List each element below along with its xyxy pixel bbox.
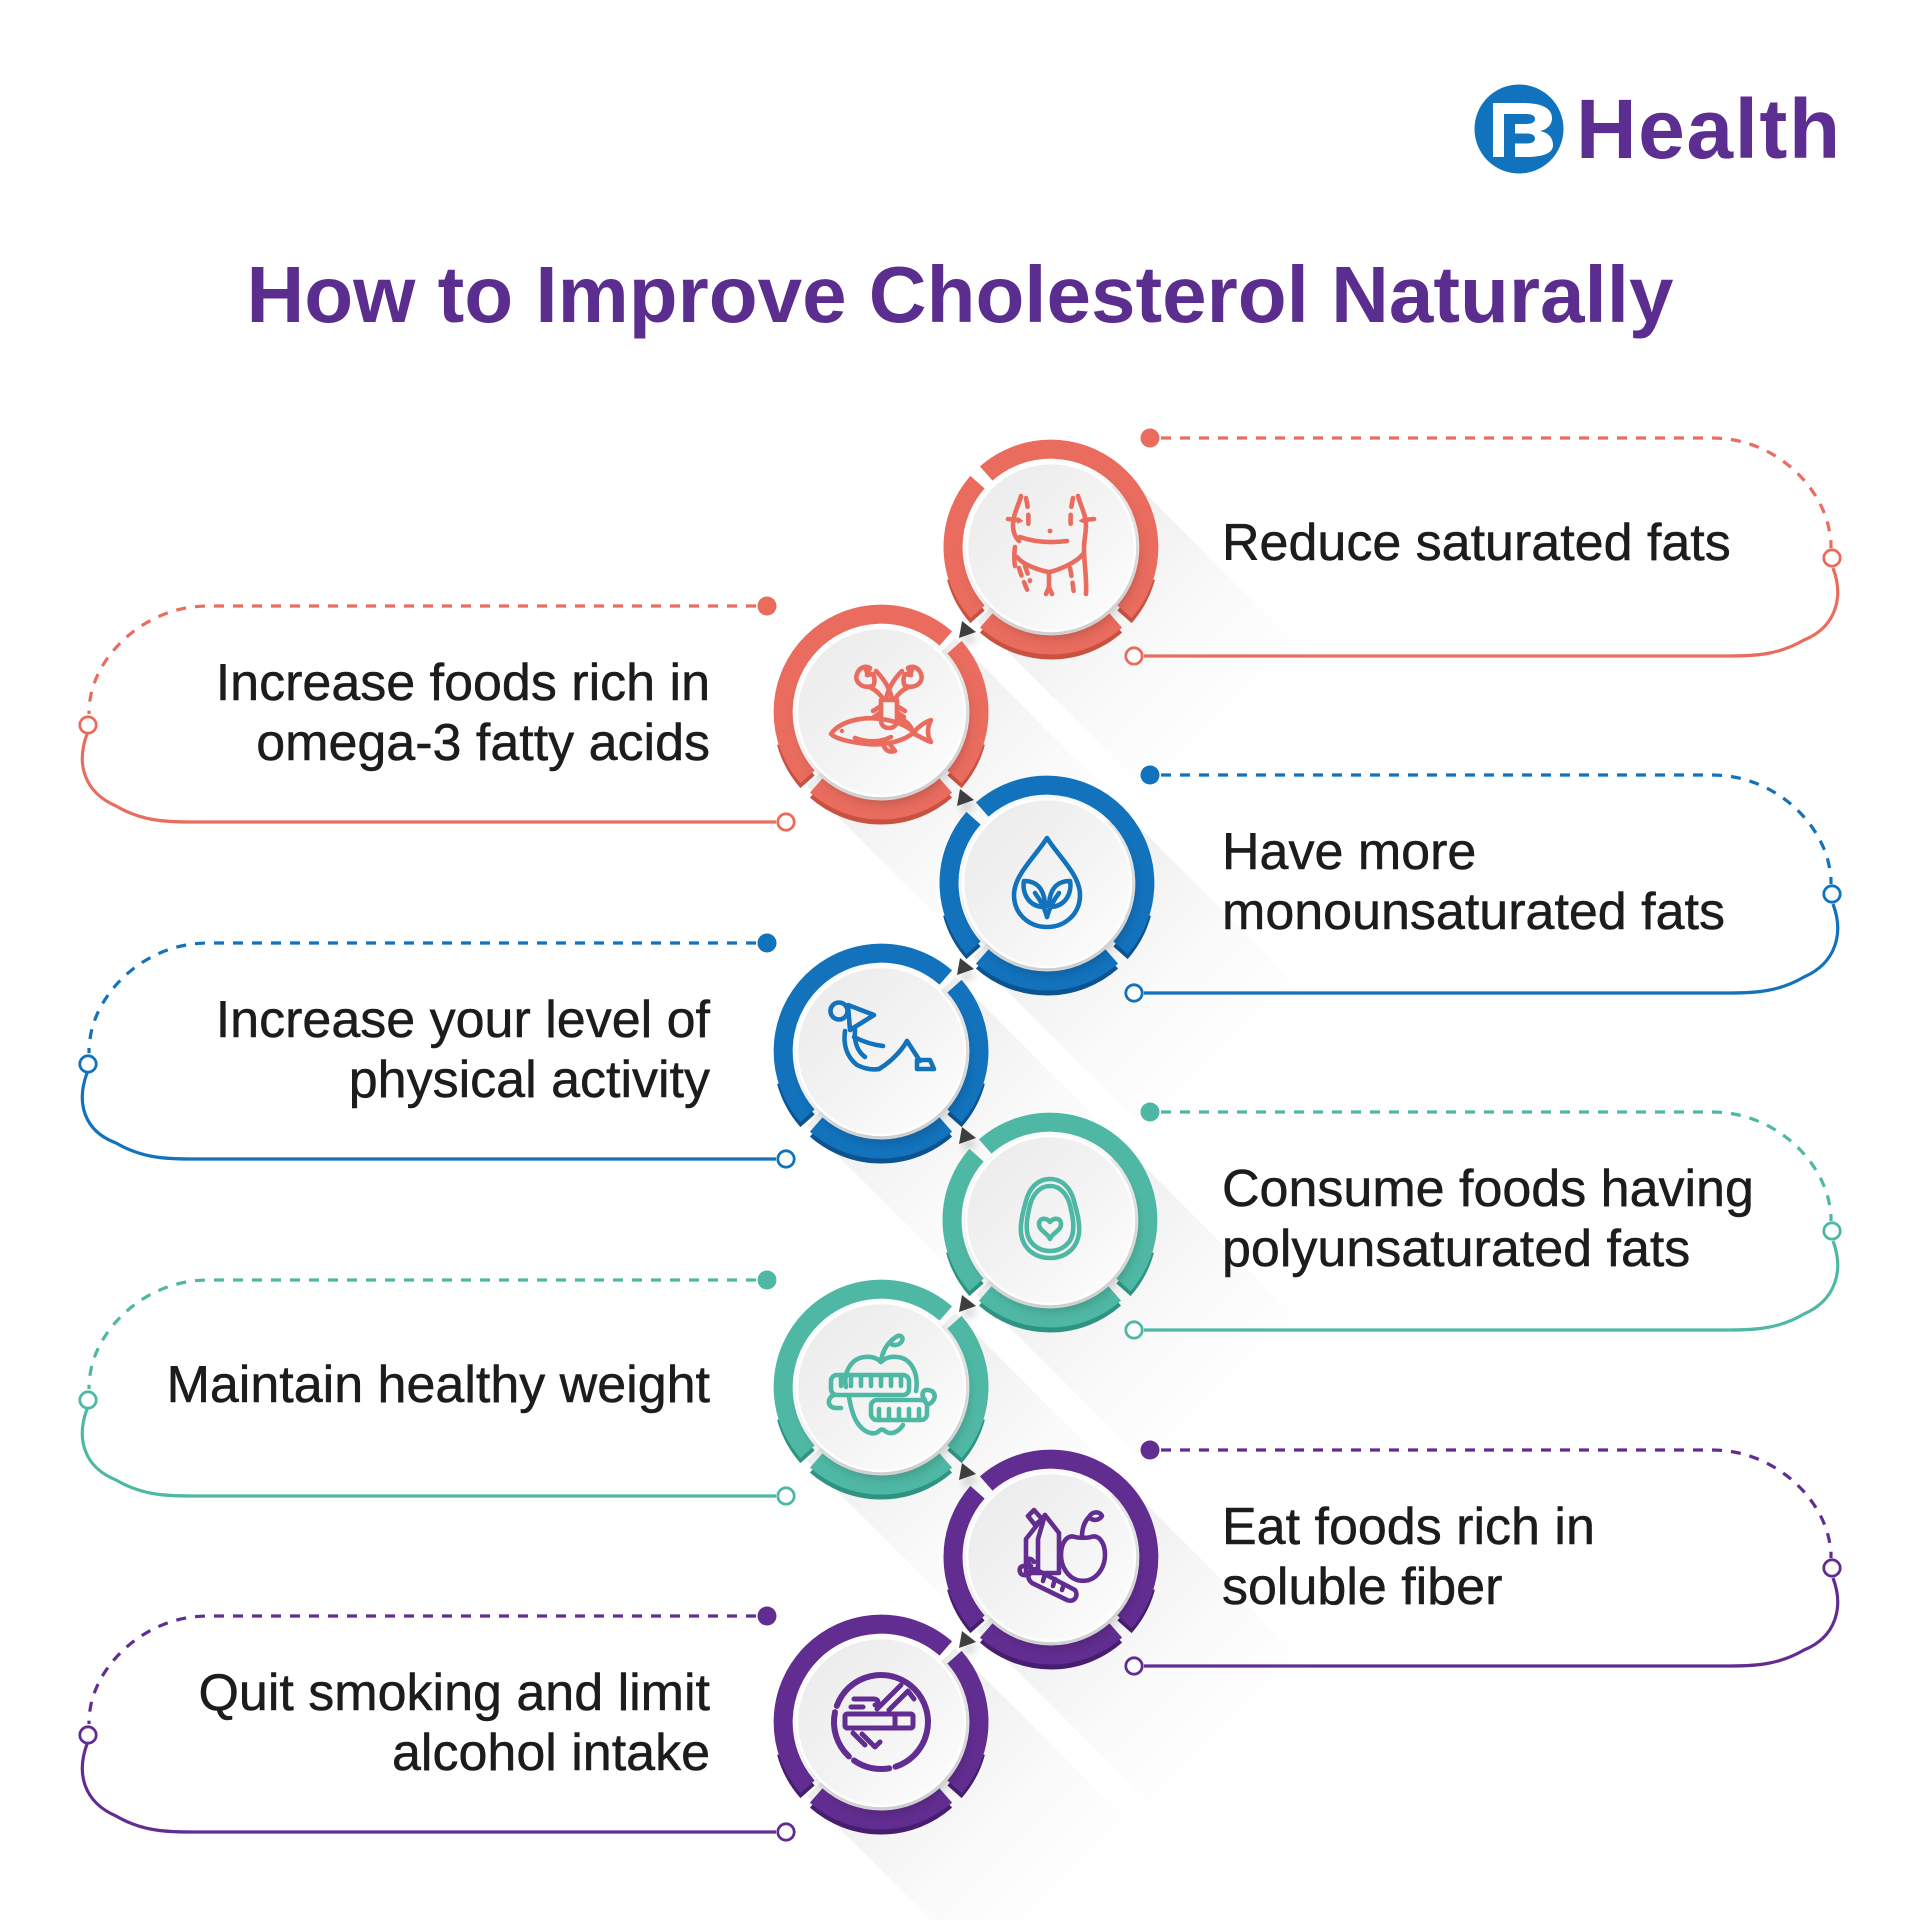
svg-text:omega-3 fatty acids: omega-3 fatty acids (256, 714, 710, 772)
svg-text:Increase foods rich in: Increase foods rich in (216, 654, 710, 712)
svg-text:alcohol intake: alcohol intake (392, 1724, 710, 1782)
svg-text:How to Improve Cholesterol Nat: How to Improve Cholesterol Naturally (247, 250, 1674, 339)
svg-text:polyunsaturated fats: polyunsaturated fats (1222, 1220, 1690, 1278)
svg-text:Have more: Have more (1222, 823, 1476, 881)
svg-text:Eat foods rich in: Eat foods rich in (1222, 1498, 1595, 1556)
svg-text:Maintain healthy weight: Maintain healthy weight (167, 1356, 711, 1414)
svg-text:monounsaturated fats: monounsaturated fats (1222, 883, 1725, 941)
svg-text:Consume foods having: Consume foods having (1222, 1160, 1754, 1218)
svg-text:Health: Health (1576, 82, 1842, 176)
svg-text:Quit smoking and limit: Quit smoking and limit (198, 1664, 710, 1722)
svg-text:physical activity: physical activity (349, 1051, 710, 1109)
svg-text:Increase your level of: Increase your level of (216, 991, 711, 1049)
svg-text:Reduce saturated fats: Reduce saturated fats (1222, 514, 1731, 572)
svg-text:soluble fiber: soluble fiber (1222, 1558, 1502, 1616)
